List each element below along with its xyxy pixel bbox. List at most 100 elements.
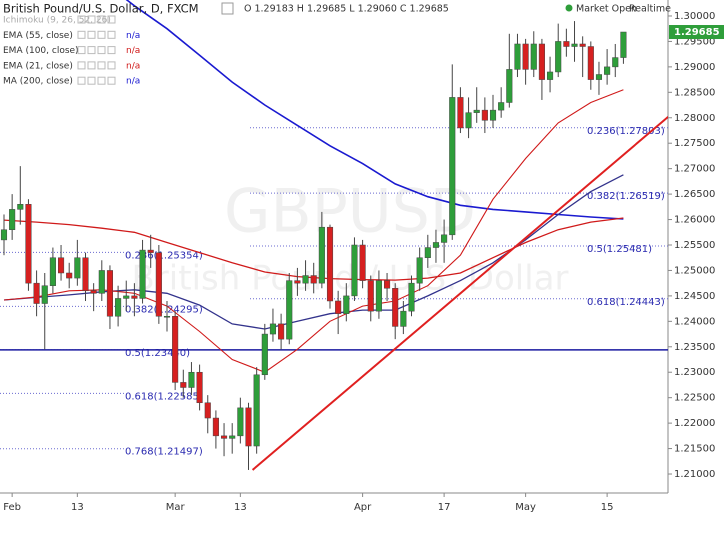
candle-body (522, 43, 529, 70)
candle-body (98, 270, 105, 294)
legend-icon (107, 76, 116, 85)
fib-label: 0.768(1.21497) (125, 447, 203, 458)
price-tag-label: 1.29685 (674, 27, 720, 38)
candle-body (196, 371, 203, 404)
candle-body (229, 435, 236, 439)
fib-label: 0.236(1.27803) (587, 126, 665, 137)
candle-body (465, 112, 472, 129)
candle-body (41, 285, 48, 304)
candle-body (612, 57, 619, 68)
candle-body (221, 435, 228, 439)
chart-title: British Pound/U.S. Dollar, D, FXCM (3, 2, 199, 16)
x-tick-label: 15 (601, 502, 614, 513)
watermark: GBPUSD (224, 177, 476, 247)
candle-body (155, 252, 162, 317)
candle-body (457, 97, 464, 129)
candle-body (416, 257, 423, 284)
fib-label: 0.5(1.25481) (587, 244, 652, 255)
legend-icon (107, 61, 116, 70)
candle-body (237, 407, 244, 437)
candle-body (147, 249, 154, 253)
legend-icon (107, 15, 116, 24)
y-tick-label: 1.25000 (674, 265, 715, 276)
legend-value: n/a (126, 46, 140, 56)
y-tick-label: 1.24000 (674, 316, 715, 327)
y-tick-label: 1.30000 (674, 11, 715, 22)
candle-body (66, 272, 73, 279)
candle-body (106, 270, 113, 317)
legend-icon (107, 46, 116, 55)
legend-value: n/a (126, 61, 140, 71)
legend-icon (87, 76, 96, 85)
candle-body (335, 300, 342, 314)
legend-label: EMA (100, close) (3, 46, 79, 56)
candle-body (547, 71, 554, 80)
candle-body (163, 315, 171, 318)
candle-body (620, 31, 627, 58)
candle-body (302, 275, 309, 284)
candle-body (180, 382, 187, 388)
candle-body (595, 74, 603, 80)
fib-label: 0.236(1.25354) (125, 250, 203, 261)
candle-body (351, 244, 358, 297)
candle-body (278, 323, 285, 340)
legend-icon (97, 61, 106, 70)
candle-body (514, 43, 521, 70)
legend-icon (97, 15, 106, 24)
x-tick-label: Feb (3, 502, 21, 513)
price-tag (669, 25, 724, 40)
candle-body (131, 295, 138, 299)
legend-icon (107, 30, 116, 39)
moving-average (125, 0, 624, 220)
y-tick-label: 1.21500 (674, 444, 715, 455)
legend-label: EMA (55, close) (3, 31, 73, 41)
candle-body (392, 288, 399, 327)
legend-icon (87, 30, 96, 39)
candle-body (432, 242, 440, 248)
candle-body (441, 234, 448, 243)
candle-body (25, 204, 32, 284)
candle-body (212, 417, 219, 437)
x-tick-label: Apr (354, 502, 372, 513)
candle-body (571, 43, 578, 47)
eye-icon[interactable] (221, 2, 234, 15)
candle-body (49, 257, 56, 286)
ohlc: O 1.29183 H 1.29685 L 1.29060 C 1.29685 (244, 4, 449, 15)
legend-icon (77, 46, 86, 55)
candle-body (498, 102, 505, 111)
legend-icon (87, 15, 96, 24)
fib-label: 0.618(1.24443) (587, 297, 665, 308)
legend-icon (77, 15, 86, 24)
candle-body (400, 310, 407, 327)
y-tick-label: 1.29500 (674, 36, 715, 47)
candle-body (123, 295, 130, 299)
fib-label: 0.382(1.26519) (587, 191, 665, 202)
feed: Realtime (629, 4, 671, 15)
candle-body (82, 257, 89, 292)
candle-body (139, 249, 146, 299)
y-tick-label: 1.29000 (674, 62, 715, 73)
candle-body (473, 109, 480, 113)
candle-body (269, 323, 277, 335)
candle-body (9, 209, 16, 230)
y-tick-label: 1.24500 (674, 291, 715, 302)
fib-label: 0.382(1.24295) (125, 304, 203, 315)
y-tick-label: 1.23500 (674, 342, 715, 353)
candle-body (408, 282, 415, 312)
legend-label: MA (200, close) (3, 77, 73, 87)
market-status: Market Open (576, 4, 637, 15)
candle-body (261, 333, 268, 376)
y-tick-label: 1.27000 (674, 164, 715, 175)
legend-value: n/a (126, 31, 140, 41)
candle-body (57, 257, 65, 274)
legend-icon (97, 46, 106, 55)
candle-body (424, 247, 431, 258)
candle-body (188, 371, 195, 388)
x-tick-label: May (515, 502, 536, 513)
candle-body (286, 280, 293, 340)
candle-body (555, 41, 562, 73)
fib-label: 0.618(1.22585) (125, 391, 203, 402)
candle-body (343, 295, 350, 314)
